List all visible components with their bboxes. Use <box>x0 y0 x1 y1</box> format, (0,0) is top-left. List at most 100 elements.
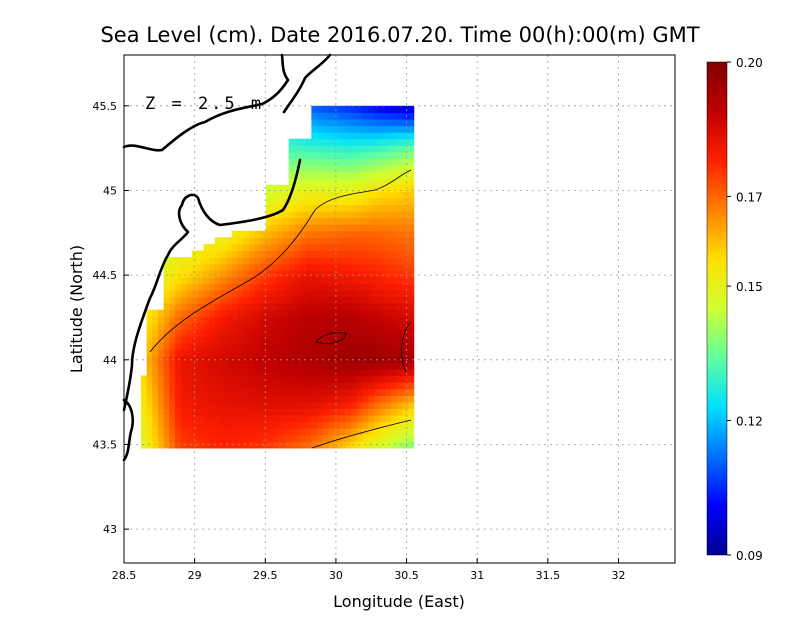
field-cell <box>237 382 244 390</box>
field-cell <box>192 421 199 429</box>
field-cell <box>220 362 227 370</box>
field-cell <box>328 224 335 232</box>
field-cell <box>407 355 415 363</box>
field-cell <box>373 309 381 317</box>
field-cell <box>328 158 335 166</box>
field-cell <box>220 382 227 390</box>
field-cell <box>152 342 159 350</box>
field-cell <box>300 368 307 377</box>
field-cell <box>317 237 324 245</box>
field-cell <box>197 289 205 298</box>
field-cell <box>271 355 278 363</box>
field-cell <box>237 355 244 363</box>
x-tick-label: 29.5 <box>253 569 278 582</box>
field-cell <box>407 289 415 298</box>
field-cell <box>368 303 375 311</box>
field-cell <box>140 375 148 383</box>
field-cell <box>402 158 409 166</box>
field-cell <box>180 441 187 449</box>
field-cell <box>186 362 193 370</box>
field-cell <box>396 263 403 271</box>
field-cell <box>203 388 210 396</box>
field-cell <box>385 105 392 113</box>
field-cell <box>356 336 364 344</box>
field-cell <box>300 329 307 337</box>
field-cell <box>214 382 222 390</box>
field-cell <box>317 368 324 377</box>
field-cell <box>407 388 415 396</box>
y-axis-label: Latitude (North) <box>67 245 86 373</box>
field-cell <box>203 250 210 258</box>
field-cell <box>328 336 335 344</box>
field-cell <box>192 428 199 436</box>
field-cell <box>203 322 210 331</box>
field-cell <box>282 414 290 423</box>
field-cell <box>407 184 415 192</box>
field-cell <box>351 309 358 317</box>
field-cell <box>243 434 250 442</box>
field-cell <box>146 375 153 383</box>
field-cell <box>203 303 210 311</box>
field-cell <box>362 151 369 160</box>
field-cell <box>300 349 307 357</box>
field-cell <box>214 263 222 271</box>
field-cell <box>385 342 392 350</box>
field-cell <box>146 428 153 436</box>
field-cell <box>390 118 398 127</box>
field-cell <box>163 322 170 331</box>
field-cell <box>203 428 210 436</box>
field-cell <box>322 428 330 436</box>
field-cell <box>334 125 341 133</box>
field-cell <box>328 237 335 245</box>
field-cell <box>186 375 193 383</box>
field-cell <box>362 289 369 298</box>
field-cell <box>373 145 381 153</box>
field-cell <box>407 178 415 186</box>
field-cell <box>305 243 312 252</box>
field-cell <box>163 329 170 337</box>
field-cell <box>152 408 159 416</box>
field-cell <box>373 112 381 120</box>
field-cell <box>305 421 312 429</box>
field-cell <box>396 204 403 212</box>
field-cell <box>328 395 335 403</box>
field-cell <box>192 336 199 344</box>
field-cell <box>345 243 352 252</box>
field-cell <box>356 112 364 120</box>
field-cell <box>288 336 295 344</box>
field-cell <box>390 243 398 252</box>
field-cell <box>317 250 324 258</box>
field-cell <box>322 204 330 212</box>
field-cell <box>356 375 364 383</box>
field-cell <box>260 250 267 258</box>
field-cell <box>243 421 250 429</box>
field-cell <box>265 421 273 429</box>
field-cell <box>254 322 261 331</box>
field-cell <box>385 289 392 298</box>
field-cell <box>248 263 256 271</box>
field-cell <box>260 270 267 278</box>
field-cell <box>248 349 256 357</box>
field-cell <box>203 434 210 442</box>
field-cell <box>300 434 307 442</box>
field-cell <box>203 270 210 278</box>
field-cell <box>169 342 176 350</box>
field-cell <box>254 276 261 285</box>
field-cell <box>339 414 347 423</box>
field-cell <box>362 296 369 304</box>
field-cell <box>163 349 170 357</box>
field-cell <box>180 428 187 436</box>
field-cell <box>328 151 335 160</box>
field-cell <box>402 316 409 324</box>
field-cell <box>197 434 205 442</box>
field-cell <box>356 408 364 416</box>
field-cell <box>385 204 392 212</box>
field-cell <box>158 441 165 449</box>
field-cell <box>345 362 352 370</box>
field-cell <box>345 125 352 133</box>
field-cell <box>339 171 347 179</box>
field-cell <box>396 414 403 423</box>
field-cell <box>379 197 386 206</box>
field-cell <box>334 171 341 179</box>
field-cell <box>373 316 381 324</box>
